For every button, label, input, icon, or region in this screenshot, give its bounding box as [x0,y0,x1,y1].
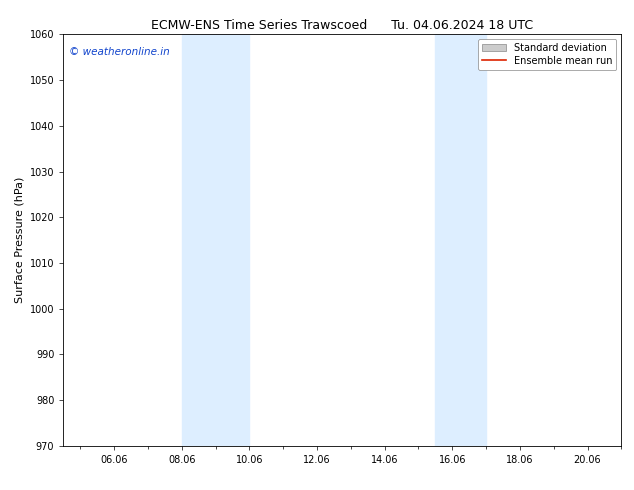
Legend: Standard deviation, Ensemble mean run: Standard deviation, Ensemble mean run [478,39,616,70]
Title: ECMW-ENS Time Series Trawscoed      Tu. 04.06.2024 18 UTC: ECMW-ENS Time Series Trawscoed Tu. 04.06… [152,19,533,32]
Bar [182,34,249,446]
Bar [436,34,486,446]
Text: © weatheronline.in: © weatheronline.in [69,47,170,57]
Y-axis label: Surface Pressure (hPa): Surface Pressure (hPa) [14,177,24,303]
